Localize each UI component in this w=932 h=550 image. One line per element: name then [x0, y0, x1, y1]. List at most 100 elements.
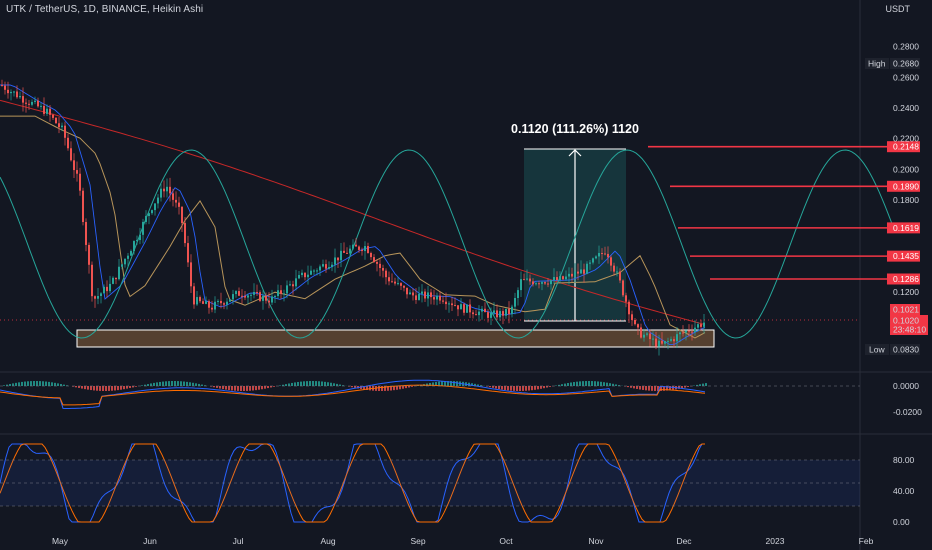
candle-body [676, 334, 678, 342]
candle-body [346, 252, 348, 254]
macd-histogram-bar [336, 383, 338, 386]
macd-histogram-bar [252, 386, 254, 391]
macd-histogram-bar [198, 383, 200, 386]
macd-histogram-bar [561, 384, 563, 386]
macd-histogram-bar [12, 383, 14, 386]
candle-body [475, 314, 477, 316]
macd-histogram-bar [141, 385, 143, 386]
macd-histogram-bar [588, 381, 590, 386]
candle-body [670, 339, 672, 341]
candle-body [511, 306, 513, 315]
candle-body [235, 291, 237, 295]
macd-histogram-bar [264, 386, 266, 389]
candle-body [10, 91, 12, 94]
macd-histogram-bar [435, 382, 437, 386]
resistance-tag-value: 0.2148 [893, 142, 919, 152]
resistance-tag-value: 0.1619 [893, 223, 919, 233]
candle-body [52, 114, 54, 118]
macd-histogram-bar [546, 386, 548, 388]
candle-body [649, 333, 651, 340]
candle-body [118, 266, 120, 280]
candle-body [652, 338, 654, 340]
macd-histogram-bar [438, 381, 440, 386]
macd-histogram-bar [594, 381, 596, 386]
macd-histogram-bar [534, 386, 536, 390]
macd-histogram-bar [87, 386, 89, 390]
macd-histogram-bar [192, 382, 194, 386]
candle-body [421, 291, 423, 294]
macd-tick-label: -0.0200 [893, 407, 922, 417]
chart-title: UTK / TetherUS, 1D, BINANCE, Heikin Ashi [6, 4, 204, 15]
macd-histogram-bar [312, 381, 314, 386]
support-zone-box[interactable] [76, 329, 715, 348]
candle-body [214, 301, 216, 310]
candle-body [139, 234, 141, 241]
time-axis-label: Nov [588, 536, 604, 546]
macd-histogram-bar [645, 386, 647, 391]
candle-body [496, 310, 498, 318]
candle-body [508, 308, 510, 315]
last-price-bg [890, 304, 920, 315]
macd-histogram-bar [702, 383, 704, 386]
candle-body [283, 293, 285, 295]
candle-body [409, 292, 411, 295]
macd-histogram-bar [678, 386, 680, 389]
high-label: High [868, 59, 886, 69]
macd-histogram-bar [108, 386, 110, 391]
candle-body [592, 258, 594, 263]
candle-body [187, 243, 189, 263]
candle-body [178, 202, 180, 207]
macd-histogram-bar [558, 384, 560, 386]
macd-histogram-bar [549, 386, 551, 387]
candle-body [490, 312, 492, 318]
candle-body [253, 291, 255, 295]
candle-body [397, 283, 399, 285]
candle-body [316, 270, 318, 272]
macd-histogram-bar [126, 386, 128, 389]
macd-histogram-bar [444, 381, 446, 386]
candle-body [505, 308, 507, 316]
candle-body [262, 295, 264, 301]
high-value-bg [890, 58, 920, 69]
macd-histogram-bar [249, 386, 251, 391]
macd-histogram-bar [159, 381, 161, 386]
macd-histogram-bar [213, 386, 215, 388]
candle-body [538, 283, 540, 285]
candle-body [478, 311, 480, 316]
macd-histogram-bar [165, 381, 167, 386]
macd-histogram-bar [405, 386, 407, 389]
candle-body [469, 304, 471, 313]
candle-body [289, 284, 291, 286]
candle-body [61, 125, 63, 128]
candle-body [277, 290, 279, 297]
candle-body [274, 296, 276, 298]
candle-body [202, 301, 204, 304]
time-axis-label: Dec [676, 536, 692, 546]
candle-body [358, 246, 360, 250]
macd-histogram-bar [216, 386, 218, 388]
time-axis-label: Jun [143, 536, 157, 546]
candle-body [493, 310, 495, 313]
macd-histogram-bar [681, 386, 683, 389]
candle-body [298, 275, 300, 279]
candle-body [13, 91, 15, 93]
macd-histogram-bar [282, 384, 284, 386]
macd-histogram-bar [684, 386, 686, 388]
candle-body [1, 84, 3, 86]
macd-histogram-bar [27, 381, 29, 386]
macd-histogram-bar [657, 386, 659, 391]
macd-histogram-bar [240, 386, 242, 391]
macd-histogram-bar [6, 384, 8, 386]
macd-histogram-bar [381, 386, 383, 391]
macd-histogram-bar [606, 382, 608, 386]
candle-body [625, 295, 627, 302]
candle-body [79, 173, 81, 191]
macd-histogram-bar [78, 386, 80, 388]
candle-body [313, 270, 315, 272]
macd-histogram-bar [384, 386, 386, 391]
macd-histogram-bar [135, 386, 137, 387]
candle-body [76, 170, 78, 174]
candle-body [385, 270, 387, 278]
time-axis-label: Feb [859, 536, 874, 546]
